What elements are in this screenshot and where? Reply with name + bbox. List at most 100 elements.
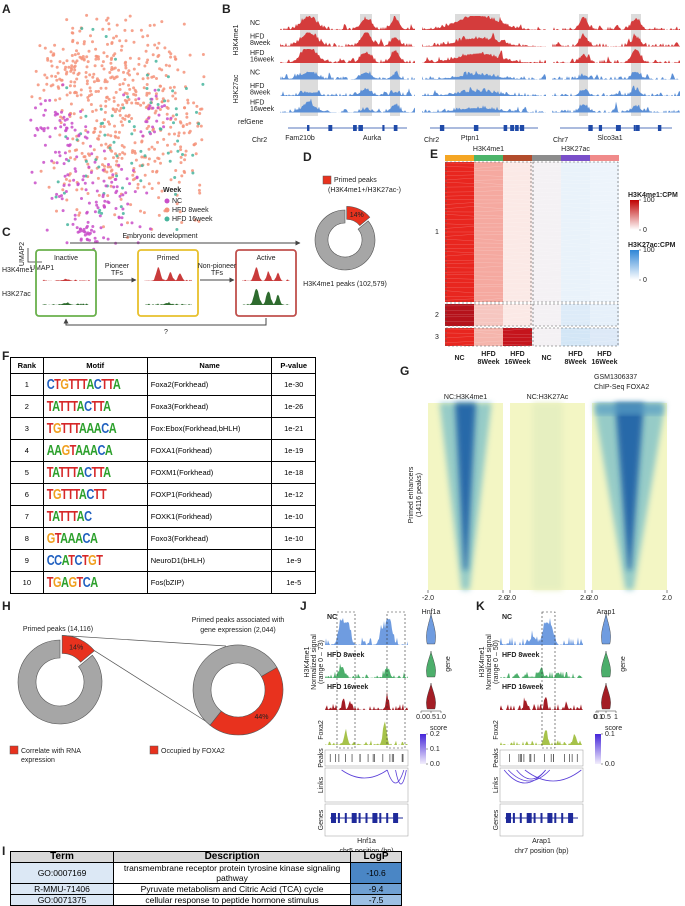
umap-point [154,89,157,92]
umap-point [82,142,85,145]
umap-point [151,170,154,173]
umap-point [122,82,125,85]
umap-point [106,200,109,203]
umap-point [183,71,186,74]
umap-point [167,99,170,102]
y-axis-label: UMAP2 [19,242,26,266]
umap-point [133,129,136,132]
umap-point [145,50,148,53]
motif-logo: TATTTACTTA [47,399,111,415]
colorbar-tick-label: 100 [643,197,655,204]
motif-letter: A [54,443,61,459]
umap-point [74,218,77,221]
umap-point [34,106,37,109]
umap-point [61,83,64,86]
umap-point [185,116,188,119]
umap-point [62,48,65,51]
y-axis-label: H3K4me1 [479,646,486,677]
umap-point [132,169,135,172]
umap-point [101,163,104,166]
umap-point [146,59,149,62]
exon [520,813,522,823]
umap-point [122,71,125,74]
umap-point [110,68,113,71]
umap-point [106,194,109,197]
link [525,770,581,781]
table-cell: 1e-10 [272,506,316,528]
umap-point [65,127,68,130]
umap-point [121,157,124,160]
umap-point [170,178,173,181]
legend-label: Occupied by FOXA2 [161,748,225,755]
umap-point [142,77,145,80]
umap-point [84,182,87,185]
state-label: Primed [157,255,179,262]
umap-point [202,53,205,56]
track-label: 8week [250,89,271,96]
umap-point [112,108,115,111]
motif-logo: CCATCTGT [47,553,103,569]
umap-point [159,127,162,130]
umap-point [37,83,40,86]
violin-label: gene [445,656,452,672]
umap-point [48,99,51,102]
motif-letter: C [54,553,61,569]
umap-point [86,163,89,166]
umap-point [109,76,112,79]
umap-point [173,143,176,146]
umap-point [60,111,63,114]
umap-point [86,65,89,68]
row-label: Links [318,776,325,793]
mark-label: H3K27ac [2,291,31,298]
exon [372,813,377,823]
umap-point [99,125,102,128]
umap-point [71,27,74,30]
umap-point [131,221,134,224]
umap-point [153,130,156,133]
exon [616,125,621,131]
umap-point [88,73,91,76]
umap-point [88,202,91,205]
group-label: H3K27ac [561,146,590,153]
umap-point [131,174,134,177]
umap-point [94,210,97,213]
umap-point [120,120,123,123]
exon [547,813,552,823]
umap-point [42,161,45,164]
umap-point [180,161,183,164]
umap-point [97,177,100,180]
umap-point [122,106,125,109]
umap-point [105,96,108,99]
umap-point [46,127,49,130]
umap-point [124,114,127,117]
panel-letter: E [430,147,438,161]
table-header: Term [11,852,114,863]
umap-point [136,72,139,75]
table-cell: FOXK1(Forkhead) [147,506,272,528]
umap-point [155,110,158,113]
umap-point [76,59,79,62]
column-label: 16Week [505,359,531,366]
umap-point [110,185,113,188]
group-label: H3K4me1 [473,146,504,153]
signal-track [422,16,546,30]
transition-label: TFs [211,270,224,277]
umap-point [83,42,86,45]
umap-point [53,44,56,47]
exon [358,125,363,131]
colorbar-tick-label: 100 [643,247,655,254]
pie-title: gene expression (2,044) [200,627,276,634]
heatmap-cell [474,304,503,326]
motif-letter: A [94,421,101,437]
slice-label: 14% [69,644,83,651]
umap-point [109,166,112,169]
umap-point [86,82,89,85]
umap-point [167,152,170,155]
motif-letter: C [84,399,91,415]
umap-point [149,101,152,104]
umap-point [187,102,190,105]
motif-letter: A [109,421,116,437]
